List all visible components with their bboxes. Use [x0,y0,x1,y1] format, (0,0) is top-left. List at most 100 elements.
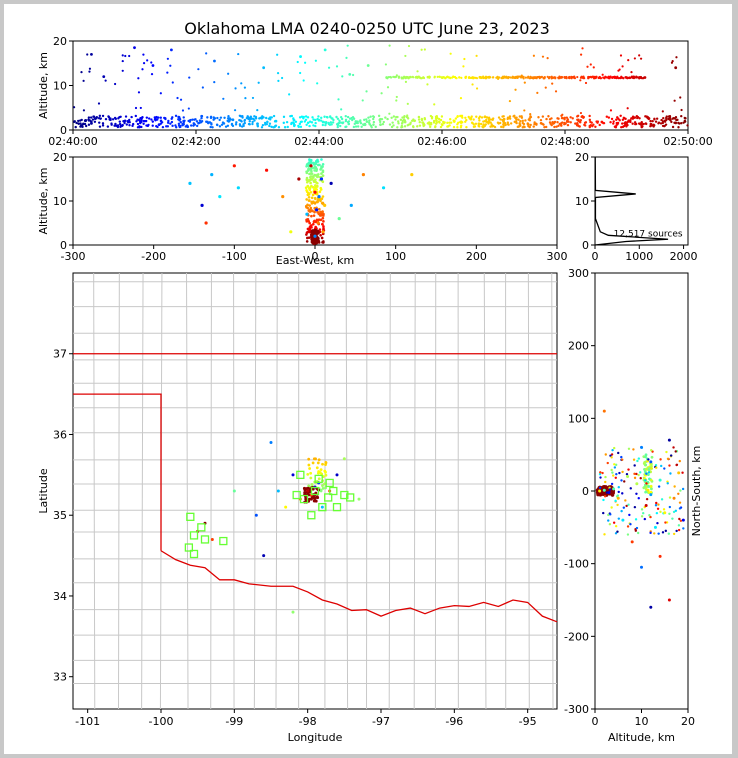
time-source-point [145,124,148,127]
time-source-point [638,122,641,125]
time-source-point [238,118,241,122]
ns-y-tick-label: -100 [564,558,589,571]
ns-source-point [613,463,616,466]
ew-source-point [320,166,323,170]
time-source-point [247,117,250,121]
time-source-point [418,76,421,79]
ns-source-point [634,518,638,521]
time-source-point [477,124,480,128]
county-line [186,273,189,709]
time-source-point [330,123,333,126]
map-source-point [307,463,311,467]
ns-core-point [598,491,603,496]
time-data-point [348,72,352,76]
ew-x-tick-label: -100 [222,250,247,263]
time-source-point [459,114,462,118]
hist-annotation: 12,517 sources [614,230,683,240]
time-source-point [340,108,343,111]
time-ylabel: Altitude, km [37,52,50,119]
time-source-point [101,114,105,118]
time-source-point [411,125,415,128]
ns-source-point [614,476,617,479]
time-source-point [93,117,97,121]
ew-data-point [236,186,240,190]
ns-source-point [674,509,678,512]
time-source-point [426,83,429,86]
map-data-point [284,505,288,509]
county-lines [73,273,557,709]
time-source-point [464,116,467,120]
map-ylabel: Latitude [37,468,50,514]
ew-data-point [329,181,333,185]
time-source-point [420,118,424,122]
time-source-point [545,117,548,121]
ns-source-point [603,495,607,498]
time-source-point [441,123,444,127]
time-source-point [537,116,540,119]
lma-station-marker [189,531,199,540]
time-source-point [478,119,481,122]
time-data-point [336,122,339,126]
ns-data-point [602,409,606,413]
county-line [118,273,120,709]
time-data-point [231,118,235,122]
time-source-point [579,53,583,56]
map-x-tick-label: -99 [225,715,243,728]
ns-source-point [604,453,607,456]
time-source-point [535,122,538,126]
time-source-point [134,106,138,110]
map-x-tick-label: -97 [372,715,390,728]
time-source-point [438,75,441,78]
time-source-point [145,116,149,119]
time-source-point [616,116,619,119]
time-source-point [607,77,610,80]
time-source-point [440,115,444,118]
time-source-point [298,122,302,126]
map-xlabel: Longitude [288,731,343,744]
time-data-point [379,123,382,127]
ew-source-point [311,193,315,197]
time-source-point [147,123,150,127]
time-data-point [563,76,567,79]
time-source-point [452,125,456,129]
time-source-point [467,115,470,119]
time-x-tick-label: 02:44:00 [294,135,343,148]
ns-data-point [635,482,639,486]
time-source-point [508,99,512,103]
ns-source-point [611,448,614,452]
time-data-point [428,121,432,125]
time-source-point [467,76,470,79]
time-source-point [619,54,623,57]
ew-source-point [318,228,322,231]
ew-source-point [319,218,323,222]
time-x-tick-label: 02:46:00 [417,135,466,148]
time-source-point [403,114,406,118]
time-source-point [178,119,181,122]
time-source-point [92,115,95,118]
ns-data-point [649,605,653,609]
time-data-point [354,120,358,123]
time-source-point [539,118,543,122]
ew-source-point [318,163,321,167]
time-source-point [669,118,672,122]
time-source-point [251,96,255,100]
ew-source-point [320,158,323,161]
ew-data-point [337,217,341,221]
time-source-point [290,122,293,126]
time-source-point [662,116,665,120]
time-data-point [674,121,678,125]
ew-source-point [321,216,325,220]
time-source-point [368,119,371,122]
time-source-point [517,118,520,121]
ew-x-tick-label: 200 [466,250,487,263]
time-source-point [602,121,606,125]
time-source-point [273,125,276,129]
ew-source-point [311,209,314,213]
ns-data-point [658,478,662,482]
ns-ylabel: North-South, km [690,446,703,537]
time-source-point [482,124,485,128]
time-source-point [435,117,438,121]
hist-x-tick-label: 2000 [670,250,698,263]
ew-source-point [313,219,316,223]
time-source-point [663,124,666,128]
